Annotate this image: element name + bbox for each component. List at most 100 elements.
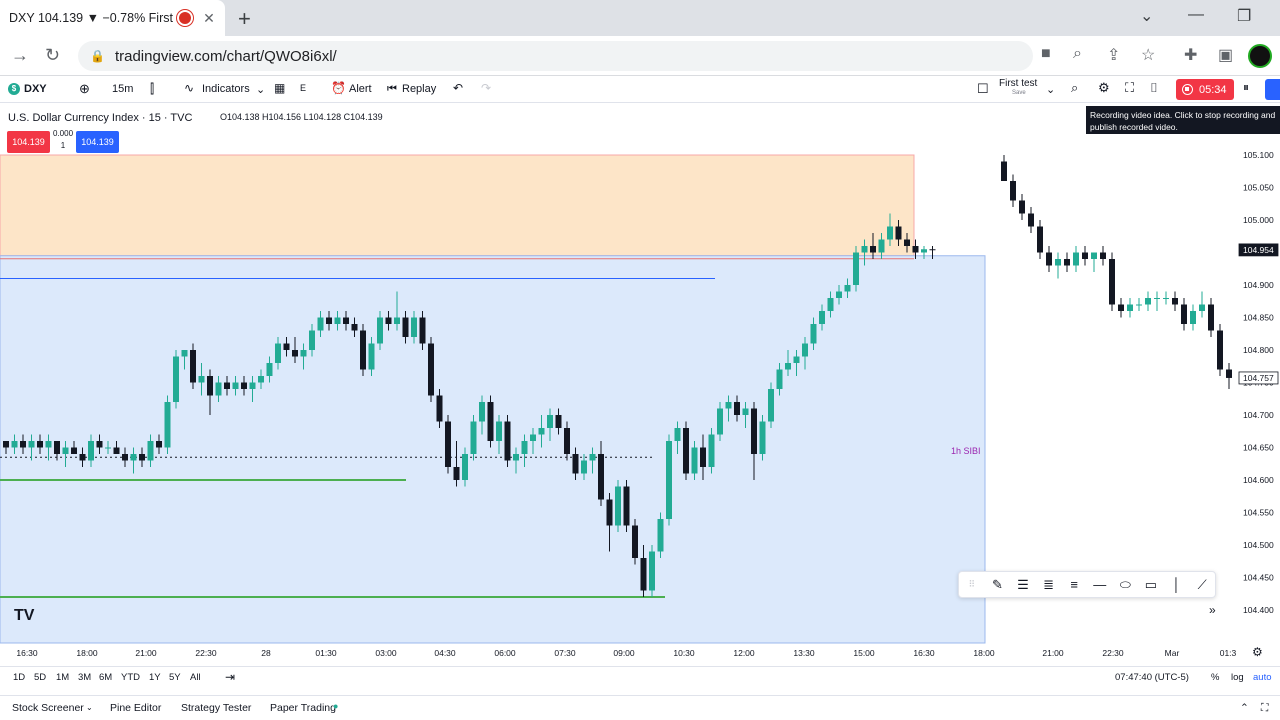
fullscreen-icon[interactable]: ⛶ <box>1125 80 1135 95</box>
log-toggle[interactable]: log <box>1231 672 1244 683</box>
candle-body <box>181 350 188 357</box>
candle-body <box>156 441 162 448</box>
share-icon[interactable]: ⇪ <box>1107 47 1121 64</box>
candle <box>674 421 681 454</box>
snapshot-icon[interactable]: ⌷ <box>1150 80 1158 95</box>
scroll-right-icon[interactable]: » <box>1209 603 1216 617</box>
chevron-down-icon[interactable]: ⌄ <box>256 84 266 96</box>
alert-icon[interactable]: ⏰ <box>331 81 346 95</box>
candle-body <box>402 317 409 337</box>
candle <box>819 304 825 331</box>
candle <box>156 434 162 454</box>
fib-icon[interactable]: ≣ <box>1043 576 1055 592</box>
buy-button[interactable]: 104.139 <box>76 131 119 153</box>
goto-date-icon[interactable]: ⇥ <box>225 670 236 684</box>
candle <box>810 317 817 350</box>
channel-icon[interactable]: ≡ <box>1070 577 1078 592</box>
tab-pine-editor[interactable]: Pine Editor <box>110 702 162 714</box>
candle-body <box>96 441 103 448</box>
range-1d[interactable]: 1D <box>13 672 26 683</box>
tab-search-icon[interactable]: ⌄ <box>1140 8 1154 25</box>
lines-icon[interactable]: ☰ <box>1017 576 1029 592</box>
candle-body <box>564 428 570 454</box>
candle-body <box>496 421 502 441</box>
indicators-icon[interactable]: ∿ <box>184 81 195 95</box>
replay-button[interactable]: Replay <box>402 83 437 95</box>
candle-body <box>1010 181 1016 201</box>
auto-toggle[interactable]: auto <box>1253 672 1272 683</box>
candle-body <box>674 428 681 441</box>
candle <box>657 512 664 558</box>
gear-icon[interactable]: ⚙ <box>1098 80 1110 95</box>
layout-save-label[interactable]: Save <box>1012 90 1026 96</box>
templates-icon[interactable]: ▦ <box>274 81 286 95</box>
new-tab-icon[interactable]: + <box>238 6 251 31</box>
collapse-icon[interactable]: ⌃ <box>1240 702 1249 714</box>
extensions-icon[interactable]: ✚ <box>1184 47 1198 64</box>
symbol-search-button[interactable]: DXY <box>24 83 47 95</box>
bookmark-star-icon[interactable]: ☆ <box>1141 47 1156 64</box>
shape-icon[interactable]: ⬭ <box>1119 576 1131 592</box>
alert-button[interactable]: Alert <box>349 83 372 95</box>
percent-toggle[interactable]: % <box>1211 672 1220 683</box>
indicators-button[interactable]: Indicators <box>202 83 250 95</box>
layout-name[interactable]: First test <box>999 78 1038 89</box>
drag-handle-icon[interactable]: ⠿ <box>968 579 976 589</box>
zoom-icon[interactable]: ⌕ <box>1073 45 1082 62</box>
horizontal-line-icon[interactable]: — <box>1093 577 1107 592</box>
candle-body <box>62 447 69 454</box>
compare-icon[interactable]: ⊕ <box>79 81 90 96</box>
reload-icon[interactable]: ↻ <box>45 45 61 65</box>
tab-stock-screener[interactable]: Stock Screener <box>12 702 84 714</box>
minimize-icon[interactable]: — <box>1188 6 1204 23</box>
range-6m[interactable]: 6M <box>99 672 113 683</box>
publish-button[interactable] <box>1265 79 1280 100</box>
candle <box>241 376 247 396</box>
candle-body <box>232 382 239 389</box>
camera-icon[interactable]: ■ <box>1041 45 1051 62</box>
e-icon[interactable]: E <box>300 83 307 93</box>
legend-title[interactable]: U.S. Dollar Currency Index · 15 · TVC <box>8 112 193 124</box>
profile-avatar[interactable] <box>1248 44 1272 68</box>
range-5y[interactable]: 5Y <box>169 672 181 683</box>
candles-icon[interactable]: ⫿ <box>150 81 155 96</box>
sidepanel-icon[interactable]: ▣ <box>1218 47 1234 64</box>
range-3m[interactable]: 3M <box>78 672 92 683</box>
interval-button[interactable]: 15m <box>112 83 134 95</box>
candle-body <box>54 441 60 454</box>
candle-body <box>79 454 86 461</box>
replay-icon[interactable]: ⏮ <box>387 83 397 95</box>
pen-icon[interactable]: ✎ <box>991 576 1003 592</box>
candle <box>768 382 774 428</box>
redo-icon[interactable]: ↷ <box>481 81 492 95</box>
screener-chevron-icon[interactable]: ⌄ <box>86 703 93 712</box>
candle <box>581 454 587 480</box>
axis-settings-icon[interactable]: ⚙ <box>1252 645 1263 659</box>
range-5d[interactable]: 5D <box>34 672 47 683</box>
maximize-panel-icon[interactable]: ⛶ <box>1261 702 1269 714</box>
url-input[interactable]: 🔒 tradingview.com/chart/QWO8i6xl/ <box>78 41 1033 71</box>
range-all[interactable]: All <box>190 672 201 683</box>
pause-icon[interactable]: ⏸ <box>1243 80 1250 94</box>
search-icon[interactable]: ⌕ <box>1071 80 1079 95</box>
vertical-line-icon[interactable]: │ <box>1172 577 1181 592</box>
range-1m[interactable]: 1M <box>56 672 70 683</box>
range-1y[interactable]: 1Y <box>149 672 161 683</box>
stop-recording-button[interactable]: 05:34 <box>1176 79 1234 100</box>
clock-readout[interactable]: 07:47:40 (UTC-5) <box>1115 672 1189 683</box>
price-chart[interactable]: 105.100 105.050 105.000 104.900 104.850 104.8… <box>0 104 1280 664</box>
forward-icon[interactable]: → <box>11 45 29 65</box>
sell-button[interactable]: 104.139 <box>7 131 50 153</box>
restore-icon[interactable]: ❐ <box>1237 8 1252 25</box>
range-ytd[interactable]: YTD <box>121 672 140 683</box>
tab-strategy-tester[interactable]: Strategy Tester <box>181 702 252 714</box>
trend-line-icon[interactable]: ⟋ <box>1197 576 1207 592</box>
tab-paper-trading[interactable]: Paper Trading <box>270 702 336 714</box>
undo-icon[interactable]: ↶ <box>453 81 464 95</box>
rectangle-icon[interactable]: ▭ <box>1144 576 1158 592</box>
layout-chevron-icon[interactable]: ⌄ <box>1046 84 1056 96</box>
close-tab-icon[interactable]: ✕ <box>203 9 215 26</box>
layout-icon[interactable]: ☐ <box>977 81 989 96</box>
browser-tab[interactable]: DXY 104.139 ▼ −0.78% First ✕ <box>0 0 225 36</box>
candle-body <box>394 317 400 324</box>
